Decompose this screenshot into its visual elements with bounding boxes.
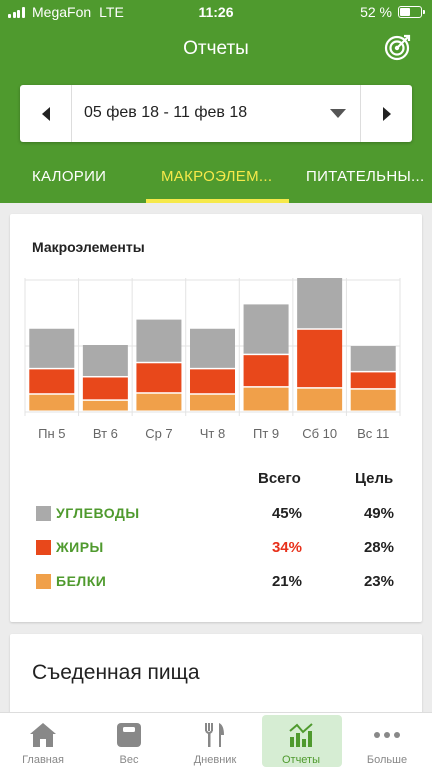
tab-macros[interactable]: МАКРОЭЛЕМ... [161,168,273,185]
bar-segment [190,369,235,394]
next-week-button[interactable] [360,85,412,142]
carbs-label: УГЛЕВОДЫ [56,505,140,521]
page-title: Отчеты [183,38,249,59]
x-tick-label: Пн 5 [38,426,65,441]
bottom-nav: Главная Вес Дневник [0,712,432,768]
bar-segment [297,388,343,411]
bar-segment [350,346,396,371]
chevron-right-icon [382,106,391,121]
macros-card: Макроэлементы Пн 5 Вт 6 Ср 7 Чт 8 Пт 9 Сб 10 В… [10,214,422,622]
bar-segment [297,329,343,388]
food-eaten-card[interactable]: Съеденная пища [10,634,422,724]
app-header: MegaFon LTE 11:26 52 % Отчеты 05 фев 18 … [0,0,432,203]
home-icon [30,723,56,747]
date-range-label[interactable]: 05 фев 18 - 11 фев 18 [84,104,248,121]
bar-segment [190,394,235,411]
bar-segment [29,328,75,368]
food-eaten-title: Съеденная пища [32,661,200,684]
nav-diary-label: Дневник [193,754,237,766]
macros-card-title: Макроэлементы [32,239,145,255]
carrier-name: MegaFon [32,4,92,20]
status-right: 52 % [360,4,425,20]
carbs-total: 45% [271,505,302,522]
battery-icon [398,6,425,18]
fork-knife-icon [205,723,224,747]
bar-segment [29,369,75,394]
protein-goal: 23% [363,573,394,590]
active-tab-indicator [146,199,289,203]
fat-swatch [36,540,51,555]
x-tick-label: Ср 7 [145,426,172,441]
bar-segment [350,372,396,389]
report-tabs: КАЛОРИИ МАКРОЭЛЕМ... ПИТАТЕЛЬНЫ... [0,150,432,203]
nav-more-label: Больше [366,754,408,766]
nav-reports-label: Отчеты [281,754,321,766]
bar-segment [243,304,289,354]
x-tick-label: Вс 11 [357,426,389,441]
prev-week-button[interactable] [20,85,72,142]
bar-segment [29,394,75,411]
bar-segment [82,345,128,376]
scale-icon [117,723,141,747]
x-tick-label: Чт 8 [200,426,225,441]
bar-segment [190,328,235,368]
bar-segment [136,363,182,393]
nav-weight[interactable]: Вес [86,713,172,768]
bar-segment [82,377,128,400]
bar-segment [350,389,396,411]
fat-goal: 28% [363,539,394,556]
carbs-swatch [36,506,51,521]
network-type: LTE [99,4,124,20]
status-left: MegaFon LTE [8,4,124,20]
protein-label: БЕЛКИ [56,573,107,589]
bar-segment [136,319,182,362]
macros-chart: Пн 5 Вт 6 Ср 7 Чт 8 Пт 9 Сб 10 Вс 11 [24,278,401,441]
chart-icon [289,723,313,747]
x-tick-label: Сб 10 [302,426,337,441]
nav-more[interactable]: Больше [344,713,430,768]
status-time: 11:26 [198,4,234,20]
protein-swatch [36,574,51,589]
fat-total: 34% [271,539,302,556]
date-range-picker[interactable]: 05 фев 18 - 11 фев 18 [20,85,412,142]
x-tick-label: Пт 9 [253,426,279,441]
bar-segment [82,400,128,411]
bar-segment [297,278,343,329]
x-tick-label: Вт 6 [93,426,118,441]
tab-nutrients[interactable]: ПИТАТЕЛЬНЫ... [306,168,425,185]
bar-segment [136,393,182,411]
fat-label: ЖИРЫ [56,539,104,555]
nav-home[interactable]: Главная [0,713,86,768]
tab-calories[interactable]: КАЛОРИИ [32,168,107,185]
more-icon [374,732,400,738]
target-icon[interactable] [384,33,412,61]
protein-total: 21% [271,573,302,590]
column-goal-header: Цель [355,470,394,487]
bar-segment [243,387,289,411]
chevron-left-icon [41,106,50,121]
column-total-header: Всего [258,470,301,487]
bar-segment [243,355,289,387]
nav-weight-label: Вес [119,754,139,766]
nav-home-label: Главная [22,754,64,766]
battery-percent: 52 % [360,4,392,20]
status-bar: MegaFon LTE 11:26 52 % [0,0,432,24]
nav-diary[interactable]: Дневник [172,713,258,768]
caret-down-icon[interactable] [330,109,346,118]
carbs-goal: 49% [363,505,394,522]
nav-reports[interactable]: Отчеты [258,713,344,768]
signal-icon [8,6,26,18]
